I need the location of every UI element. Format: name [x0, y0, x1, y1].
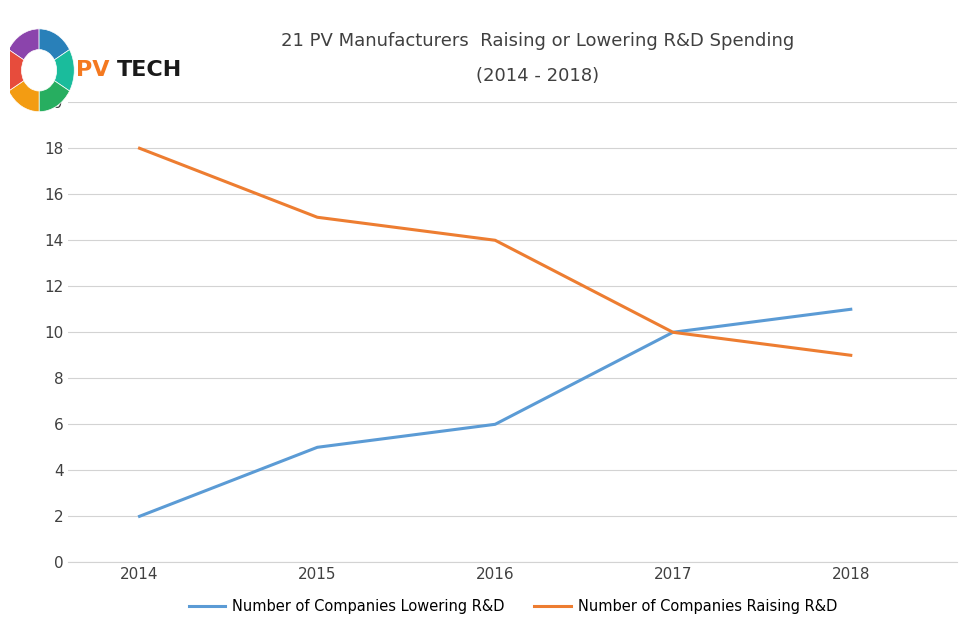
Wedge shape [9, 29, 39, 60]
Wedge shape [9, 81, 39, 112]
Number of Companies Lowering R&D [667, 328, 679, 336]
Number of Companies Lowering R&D [845, 305, 857, 313]
Line: Number of Companies Lowering R&D: Number of Companies Lowering R&D [140, 309, 851, 516]
Text: PV: PV [76, 60, 109, 81]
Text: 21 PV Manufacturers  Raising or Lowering R&D Spending: 21 PV Manufacturers Raising or Lowering … [280, 32, 794, 50]
Wedge shape [4, 50, 23, 91]
Number of Companies Raising R&D [667, 328, 679, 336]
Number of Companies Lowering R&D [134, 512, 146, 520]
Number of Companies Raising R&D [134, 144, 146, 152]
Number of Companies Raising R&D [312, 213, 323, 221]
Number of Companies Raising R&D [489, 236, 501, 244]
Wedge shape [39, 81, 69, 112]
Number of Companies Lowering R&D [489, 420, 501, 428]
Text: TECH: TECH [117, 60, 183, 81]
Legend: Number of Companies Lowering R&D, Number of Companies Raising R&D: Number of Companies Lowering R&D, Number… [183, 593, 843, 619]
Number of Companies Raising R&D [845, 351, 857, 359]
Number of Companies Lowering R&D [312, 443, 323, 451]
Text: (2014 - 2018): (2014 - 2018) [476, 67, 599, 85]
Line: Number of Companies Raising R&D: Number of Companies Raising R&D [140, 148, 851, 355]
Wedge shape [55, 50, 74, 91]
Wedge shape [39, 29, 69, 60]
